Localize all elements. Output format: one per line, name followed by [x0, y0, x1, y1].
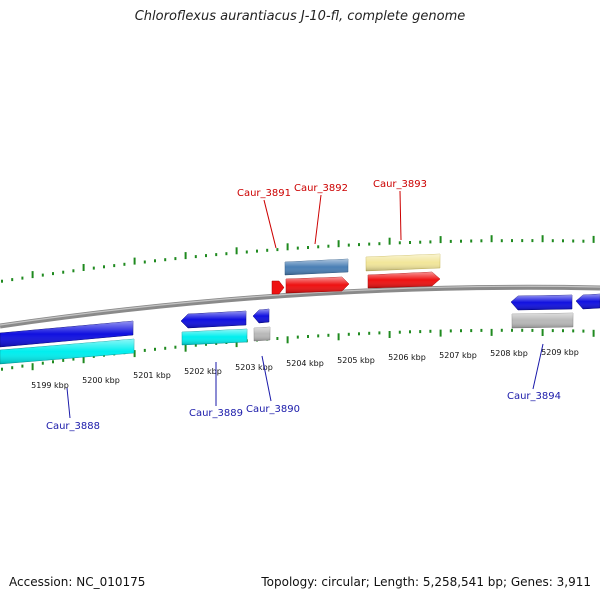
scale-label: 5202 kbp [184, 367, 222, 376]
scale-label: 5205 kbp [337, 356, 375, 365]
leader-line [399, 190, 402, 241]
gene-label-caur-3892[interactable]: Caur_3892 [294, 183, 348, 194]
gene-arrow-shade [181, 311, 246, 328]
gene-label-caur-3894[interactable]: Caur_3894 [507, 391, 561, 402]
feature-box-shade [182, 329, 247, 345]
scale-label: 5206 kbp [388, 353, 426, 362]
scale-label: 5200 kbp [82, 376, 120, 385]
feature-box-shade [366, 254, 440, 271]
genome-summary-text: Topology: circular; Length: 5,258,541 bp… [261, 575, 591, 589]
gene-label-caur-3889[interactable]: Caur_3889 [189, 408, 243, 419]
scale-labels: 5199 kbp 5200 kbp 5201 kbp 5202 kbp 5203… [31, 348, 579, 390]
gene-arrow-shade [511, 295, 572, 310]
gene-arrow-shade [286, 277, 349, 293]
gene-arrow-shade [0, 321, 133, 347]
leader-line [261, 355, 272, 402]
accession-text: Accession: NC_010175 [9, 575, 146, 589]
gene-label-caur-3888[interactable]: Caur_3888 [46, 421, 100, 432]
scale-label: 5208 kbp [490, 349, 528, 358]
scale-label: 5203 kbp [235, 363, 273, 372]
gene-arrow-shade [253, 309, 269, 323]
page-title: Chloroflexus aurantiacus J-10-fl, comple… [134, 9, 466, 24]
gene-arrow-shade [368, 272, 440, 288]
scale-label: 5199 kbp [31, 381, 69, 390]
leader-line [532, 343, 544, 390]
leader-line [263, 199, 277, 249]
forward-tick-track [1, 235, 595, 283]
feature-box-shade [512, 313, 573, 328]
scale-label: 5207 kbp [439, 351, 477, 360]
gene-arrow-shade [576, 294, 600, 309]
feature-box-shade [254, 327, 270, 341]
gene-label-caur-3893[interactable]: Caur_3893 [373, 179, 427, 190]
leader-line [314, 194, 322, 245]
reverse-features [0, 293, 600, 365]
feature-box-shade [0, 339, 134, 364]
gene-label-caur-3890[interactable]: Caur_3890 [246, 404, 300, 415]
gene-label-caur-3891[interactable]: Caur_3891 [237, 188, 291, 199]
genome-backbone [0, 284, 600, 329]
genome-backbone-highlight [0, 285, 600, 326]
leader-line [66, 387, 71, 419]
scale-label: 5204 kbp [286, 359, 324, 368]
scale-label: 5209 kbp [541, 348, 579, 357]
gene-arrow-caur-3891[interactable] [271, 280, 285, 295]
label-leaders [66, 190, 544, 419]
gene-labels: Caur_3891 Caur_3892 Caur_3893 Caur_3888 … [46, 179, 561, 432]
forward-features [271, 253, 441, 295]
scale-label: 5201 kbp [133, 371, 171, 380]
feature-box-shade [285, 259, 348, 275]
